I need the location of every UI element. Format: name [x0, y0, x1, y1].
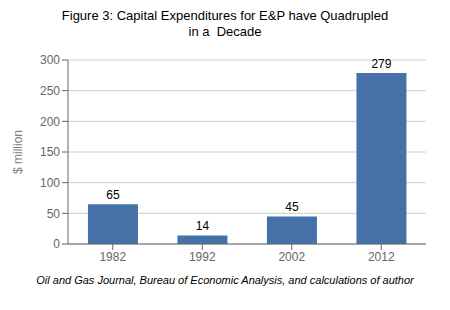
html-text:in a Decade: in a Decade: [188, 24, 262, 39]
html-text:Figure 3: Capital Expenditures: Figure 3: Capital Expenditures for E&P h…: [61, 8, 389, 23]
svg-text:279: 279: [371, 57, 391, 71]
svg-text:2002: 2002: [278, 250, 305, 264]
svg-text:$ million: $ million: [11, 130, 25, 174]
svg-text:50: 50: [47, 207, 61, 221]
svg-text:100: 100: [40, 176, 60, 190]
svg-text:65: 65: [106, 188, 120, 202]
svg-text:250: 250: [40, 84, 60, 98]
svg-text:14: 14: [196, 219, 210, 233]
svg-text:1982: 1982: [99, 250, 126, 264]
svg-text:0: 0: [53, 237, 60, 251]
svg-text:150: 150: [40, 145, 60, 159]
svg-text:1992: 1992: [189, 250, 216, 264]
svg-text:200: 200: [40, 115, 60, 129]
svg-text:300: 300: [40, 53, 60, 67]
html-text:Oil and Gas Journal, Bureau of: Oil and Gas Journal, Bureau of Economic …: [36, 274, 414, 286]
svg-text:2012: 2012: [368, 250, 395, 264]
svg-text:45: 45: [285, 200, 299, 214]
